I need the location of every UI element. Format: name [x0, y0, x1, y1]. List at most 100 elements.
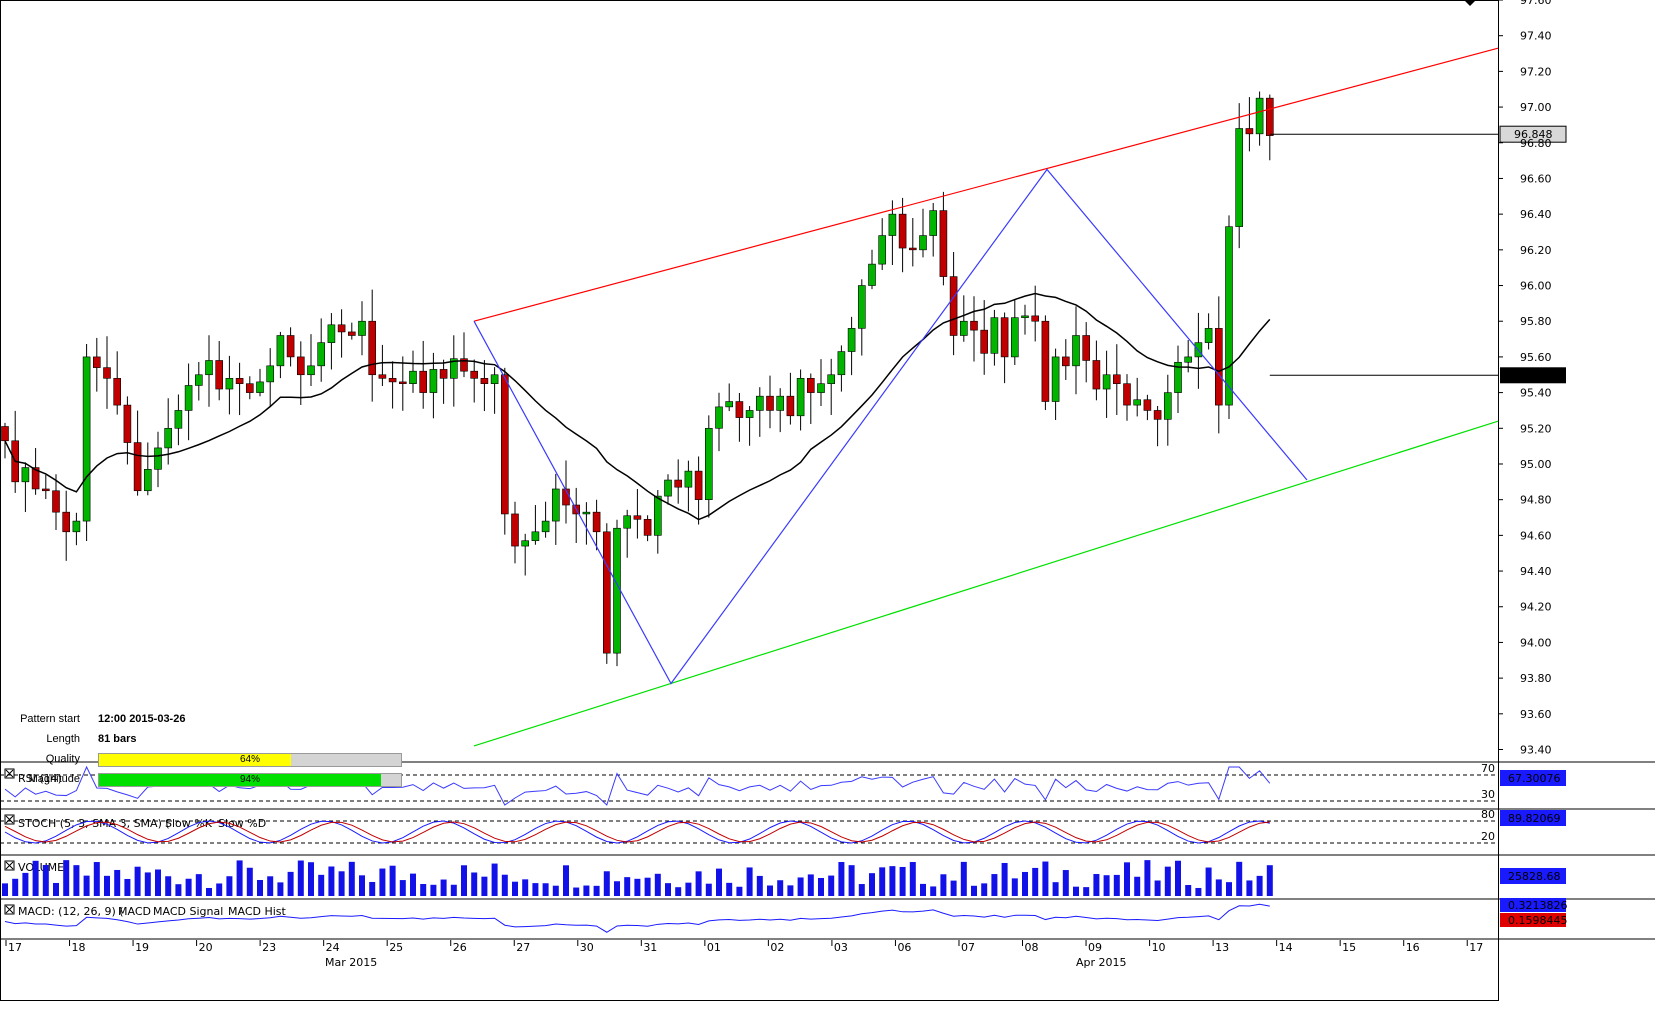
- candle-body: [378, 374, 387, 379]
- stoch-level-label: 80: [1481, 808, 1495, 821]
- pattern-start-label: Pattern start: [20, 713, 80, 725]
- volume-bar: [512, 881, 518, 896]
- volume-bar: [960, 861, 967, 896]
- volume-bar: [1134, 876, 1141, 896]
- stoch-value-box: [1500, 810, 1566, 826]
- volume-bar: [1022, 871, 1028, 896]
- y-tick-label: 93.60: [1520, 708, 1552, 721]
- candle-body: [1021, 315, 1029, 318]
- volume-bar: [165, 876, 172, 896]
- volume-bar: [716, 868, 722, 896]
- candle-body: [623, 515, 632, 529]
- candle-body: [500, 374, 509, 515]
- candle-body: [1102, 374, 1111, 390]
- plot-frame: [0, 0, 1499, 1001]
- candle-body: [1204, 328, 1213, 343]
- stoch-value: 89.82069: [1508, 812, 1561, 825]
- candle-body: [1031, 315, 1039, 322]
- candle-body: [684, 470, 693, 488]
- volume-bar: [909, 862, 916, 896]
- candle-body: [52, 490, 60, 513]
- candle-body: [745, 410, 754, 418]
- x-tick-label: 03: [834, 941, 848, 954]
- volume-bar: [1144, 860, 1151, 896]
- candle-body: [980, 329, 989, 354]
- volume-bar: [899, 866, 906, 896]
- y-tick-label: 94.60: [1520, 529, 1552, 542]
- volume-bar: [450, 884, 457, 896]
- volume-bar: [53, 882, 59, 896]
- candle-body: [643, 519, 652, 536]
- volume-bar: [1154, 880, 1161, 896]
- volume-bar: [124, 878, 131, 896]
- candle-body: [195, 374, 203, 386]
- candle-body: [164, 427, 172, 449]
- volume-bar: [920, 883, 926, 896]
- candle-body: [633, 515, 642, 520]
- candle-body: [939, 210, 948, 277]
- macd-line: [4, 903, 1270, 933]
- candle-body: [868, 263, 876, 286]
- candle-body: [205, 360, 213, 376]
- x-tick-label: 10: [1152, 941, 1166, 954]
- volume-bar: [746, 867, 753, 896]
- volume-bar: [665, 883, 671, 896]
- candle-body: [123, 404, 132, 443]
- volume-bar: [552, 885, 559, 896]
- candle-body: [133, 442, 142, 492]
- volume-bar: [267, 876, 274, 896]
- y-tick-label: 97.40: [1520, 30, 1552, 43]
- volume-bar: [359, 875, 365, 896]
- ma-price-box: [1500, 367, 1566, 384]
- volume-bar: [797, 877, 804, 896]
- length-label: Length: [46, 733, 80, 745]
- candle-body: [460, 358, 468, 372]
- y-tick-label: 96.40: [1520, 208, 1552, 221]
- volume-bar: [563, 865, 569, 896]
- candle-body: [276, 335, 285, 367]
- x-tick-label: 09: [1088, 941, 1102, 954]
- y-tick-label: 95.00: [1520, 458, 1552, 471]
- candle-body: [1082, 335, 1090, 361]
- candle-body: [1010, 317, 1019, 358]
- x-tick-label: 08: [1025, 941, 1039, 954]
- volume-bar: [348, 861, 355, 896]
- candle-body: [613, 527, 621, 654]
- candle-body: [62, 511, 71, 533]
- volume-bar: [1185, 885, 1192, 896]
- candle-body: [307, 365, 315, 376]
- candle-body: [541, 520, 550, 533]
- volume-bar: [818, 877, 824, 896]
- candle-body: [317, 342, 326, 367]
- candle-body: [715, 406, 723, 429]
- candle-body: [959, 320, 968, 336]
- volume-bar: [1032, 867, 1039, 896]
- rsi-value: 67.30076: [1508, 772, 1561, 785]
- candle-body: [1215, 328, 1223, 406]
- macd-hist-value-box: [1500, 913, 1566, 927]
- volume-bar: [869, 873, 875, 896]
- candle-body: [235, 378, 244, 384]
- volume-bar: [22, 872, 29, 896]
- x-tick-label: 16: [1406, 941, 1420, 954]
- last-price-label: 96.848: [1514, 128, 1553, 141]
- candle-body: [827, 374, 836, 384]
- volume-bar: [848, 865, 855, 896]
- volume-bar: [1175, 860, 1181, 896]
- volume-bar: [542, 883, 549, 896]
- volume-bar: [1073, 886, 1079, 896]
- volume-bar: [981, 883, 988, 896]
- candle-body: [41, 488, 50, 492]
- y-tick-label: 96.80: [1520, 137, 1552, 150]
- volume-bar: [32, 860, 39, 896]
- candle-body: [674, 479, 683, 488]
- y-tick-label: 97.00: [1520, 101, 1552, 114]
- volume-bar: [1236, 861, 1243, 896]
- volume-bar: [206, 887, 212, 896]
- candle-body: [735, 401, 744, 418]
- stoch-d-line: [4, 821, 1270, 843]
- volume-bar: [246, 867, 253, 896]
- support-line: [473, 420, 1499, 747]
- candle-body: [664, 479, 672, 497]
- quality-bar-fill: [99, 754, 291, 766]
